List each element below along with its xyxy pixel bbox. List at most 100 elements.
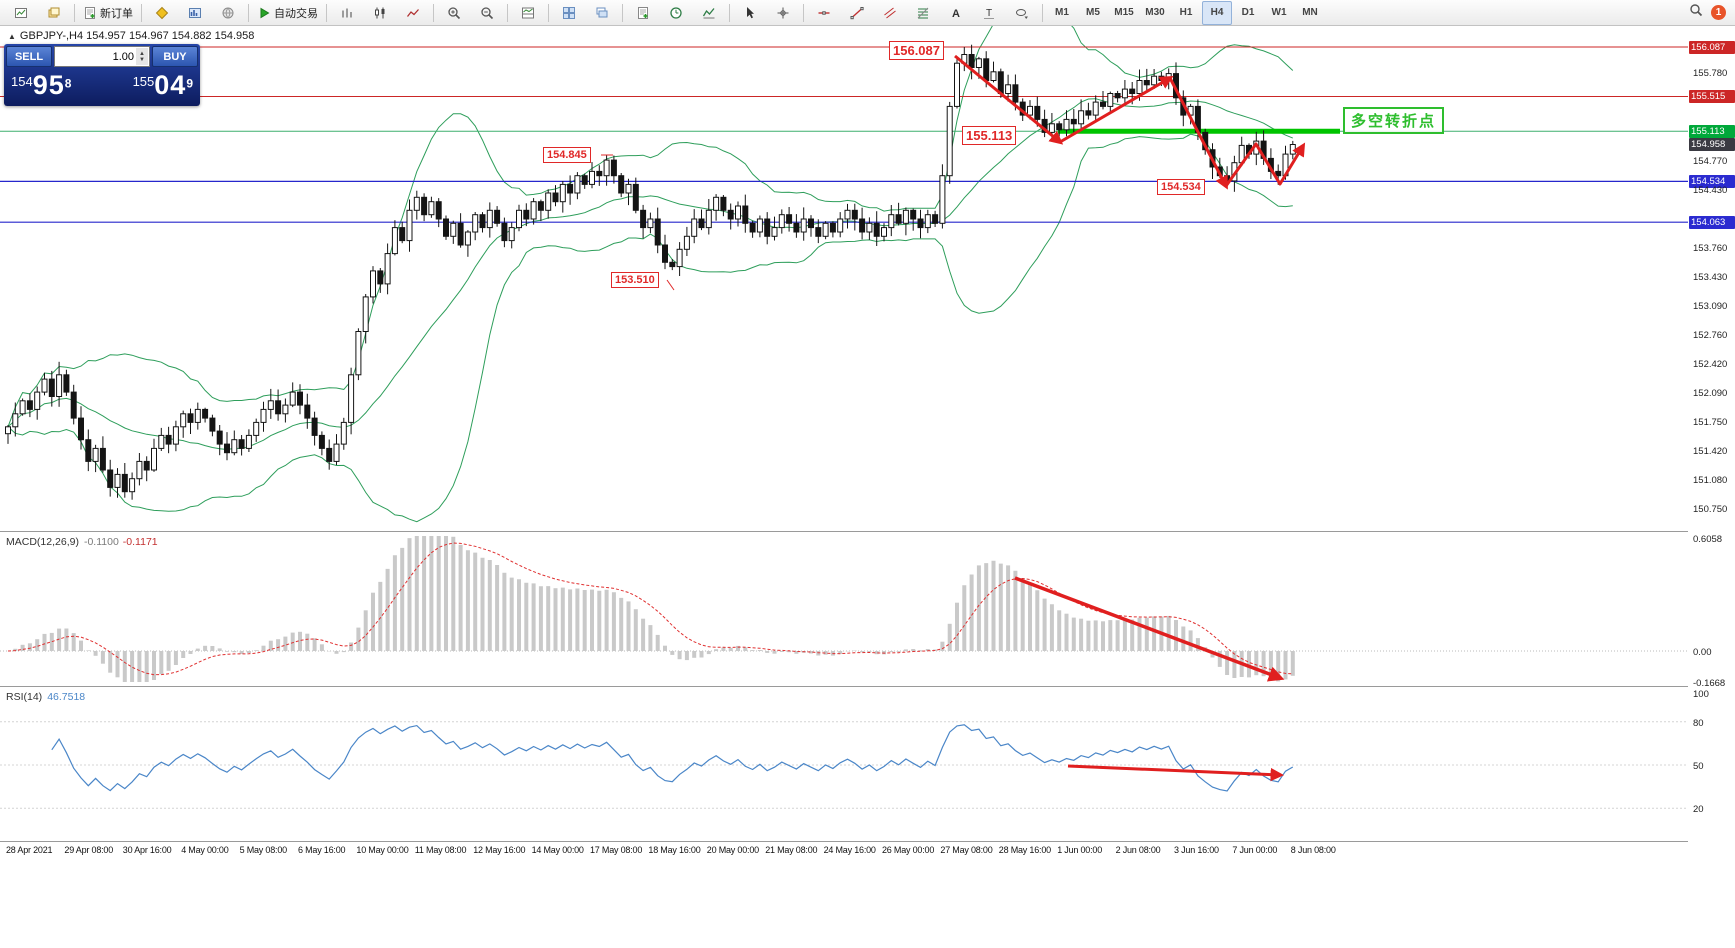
new-chart-button[interactable] xyxy=(5,1,37,25)
timeframe-h1-button[interactable]: H1 xyxy=(1171,1,1201,25)
time-axis-label: 28 Apr 2021 xyxy=(6,845,53,855)
toolbar-separator xyxy=(507,3,508,22)
period-button[interactable] xyxy=(660,1,692,25)
timeframe-m15-button[interactable]: M15 xyxy=(1109,1,1139,25)
crosshair-tool-button[interactable] xyxy=(767,1,799,25)
price-callout[interactable]: 154.534 xyxy=(1157,179,1205,195)
chart-objects-overlay: 156.087 155.113 154.845 154.534 153.510 多空转折点 xyxy=(0,26,1688,531)
price-scale-label: 152.090 xyxy=(1693,387,1728,399)
mql5-community-button[interactable] xyxy=(212,1,244,25)
indicator-list-button[interactable] xyxy=(693,1,725,25)
timeframe-mn-button[interactable]: MN xyxy=(1295,1,1325,25)
toolbar-separator xyxy=(803,3,804,22)
play-icon xyxy=(260,7,270,18)
notification-badge[interactable]: 1 xyxy=(1711,5,1726,20)
search-icon[interactable] xyxy=(1689,3,1703,22)
profiles-button[interactable] xyxy=(38,1,70,25)
new-chart-icon xyxy=(15,7,27,18)
timeframe-m30-button[interactable]: M30 xyxy=(1140,1,1170,25)
time-axis-label: 6 May 16:00 xyxy=(298,845,346,855)
toolbar-separator xyxy=(248,3,249,22)
time-axis-label: 11 May 08:00 xyxy=(414,845,467,855)
candlestick-mode-button[interactable] xyxy=(364,1,396,25)
price-callout[interactable]: 153.510 xyxy=(611,272,659,288)
spinner-up-icon[interactable]: ▲ xyxy=(139,50,145,57)
horizontal-line-tool-button[interactable] xyxy=(808,1,840,25)
price-scale-label: 151.420 xyxy=(1693,445,1728,457)
price-scale[interactable]: 156.087 155.780 155.515 155.113 154.958 154.7… xyxy=(1688,26,1735,862)
label-tool-button[interactable]: T xyxy=(973,1,1005,25)
price-callout[interactable]: 154.845 xyxy=(543,147,591,163)
time-axis-label: 7 Jun 00:00 xyxy=(1232,845,1278,855)
price-callout[interactable]: 155.113 xyxy=(962,126,1017,145)
timeframe-h4-button[interactable]: H4 xyxy=(1202,0,1232,25)
strategy-tester-button[interactable] xyxy=(179,1,211,25)
line-chart-mode-button[interactable] xyxy=(397,1,429,25)
cascade-windows-button[interactable] xyxy=(586,1,618,25)
trendline-tool-button[interactable] xyxy=(841,1,873,25)
annotation-turning-point[interactable]: 多空转折点 xyxy=(1343,107,1445,134)
rsi-scale-label: 50 xyxy=(1693,761,1704,772)
button-label: D1 xyxy=(1241,7,1255,18)
pane-separator[interactable] xyxy=(0,686,1735,687)
bar-chart-mode-button[interactable] xyxy=(331,1,363,25)
metaeditor-button[interactable] xyxy=(146,1,178,25)
timeframe-m5-button[interactable]: M5 xyxy=(1078,1,1108,25)
zoom-out-button[interactable] xyxy=(471,1,503,25)
price-line-badge: 154.534 xyxy=(1689,174,1735,188)
new-subwindow-button[interactable] xyxy=(627,1,659,25)
one-click-collapse-icon[interactable]: ▲ xyxy=(8,32,16,41)
price-scale-label: 153.430 xyxy=(1693,271,1728,283)
rsi-scale-label: 80 xyxy=(1693,717,1704,729)
timeframe-w1-button[interactable]: W1 xyxy=(1264,1,1294,25)
clock-icon xyxy=(670,6,682,19)
timeframe-m1-button[interactable]: M1 xyxy=(1047,1,1077,25)
bid-prefix: 154 xyxy=(11,74,33,89)
price-callout[interactable]: 156.087 xyxy=(889,41,944,60)
macd-value: -0.1100 xyxy=(83,536,119,548)
time-axis-label: 1 Jun 00:00 xyxy=(1057,845,1103,855)
button-label: 自动交易 xyxy=(274,7,318,20)
label-tool-icon: T xyxy=(984,8,994,19)
timeframe-d1-button[interactable]: D1 xyxy=(1233,1,1263,25)
pane-separator[interactable] xyxy=(0,531,1735,532)
bid-big: 95 xyxy=(32,70,65,100)
time-axis-label: 21 May 08:00 xyxy=(765,845,818,855)
zoom-out-icon xyxy=(481,6,494,19)
buy-button[interactable]: BUY xyxy=(152,46,198,67)
rsi-pane[interactable] xyxy=(0,687,1688,841)
zoom-in-button[interactable] xyxy=(438,1,470,25)
tile-windows-button[interactable] xyxy=(553,1,585,25)
price-scale-label: 152.760 xyxy=(1693,329,1728,341)
toolbar-separator xyxy=(548,3,549,22)
shapes-icon xyxy=(1016,8,1028,19)
new-order-button[interactable]: 新订单 xyxy=(79,1,137,25)
volume-field[interactable]: 1.00 ▲ ▼ xyxy=(54,46,150,67)
time-axis[interactable]: 28 Apr 2021 29 Apr 08:00 30 Apr 16:00 4 May… xyxy=(0,842,1735,862)
algo-trading-button[interactable]: 自动交易 xyxy=(253,1,322,25)
main-chart-pane[interactable] xyxy=(0,26,1688,531)
time-axis-label: 24 May 16:00 xyxy=(823,845,876,855)
fibonacci-tool-button[interactable] xyxy=(907,1,939,25)
button-label: W1 xyxy=(1271,7,1287,18)
shapes-tool-button[interactable] xyxy=(1006,1,1038,25)
time-axis-label: 4 May 00:00 xyxy=(181,845,229,855)
price-line-badge: 154.958 xyxy=(1689,138,1735,152)
macd-pane[interactable] xyxy=(0,532,1688,686)
text-tool-button[interactable]: A xyxy=(940,1,972,25)
channel-tool-button[interactable] xyxy=(874,1,906,25)
cursor-tool-button[interactable] xyxy=(734,1,766,25)
time-axis-label: 18 May 16:00 xyxy=(648,845,701,855)
sell-button[interactable]: SELL xyxy=(6,46,52,67)
ask-prefix: 155 xyxy=(132,74,155,89)
spinner-down-icon[interactable]: ▼ xyxy=(139,56,145,63)
fibo-icon xyxy=(917,7,929,18)
macd-scale-label: 0.00 xyxy=(1693,647,1712,658)
bars-icon xyxy=(342,8,352,17)
svg-text:T: T xyxy=(986,8,992,19)
cursor-icon xyxy=(747,6,754,18)
zoom-in-icon xyxy=(448,6,461,19)
volume-spinner[interactable]: ▲ ▼ xyxy=(136,48,148,65)
indicators-window-button[interactable] xyxy=(512,1,544,25)
